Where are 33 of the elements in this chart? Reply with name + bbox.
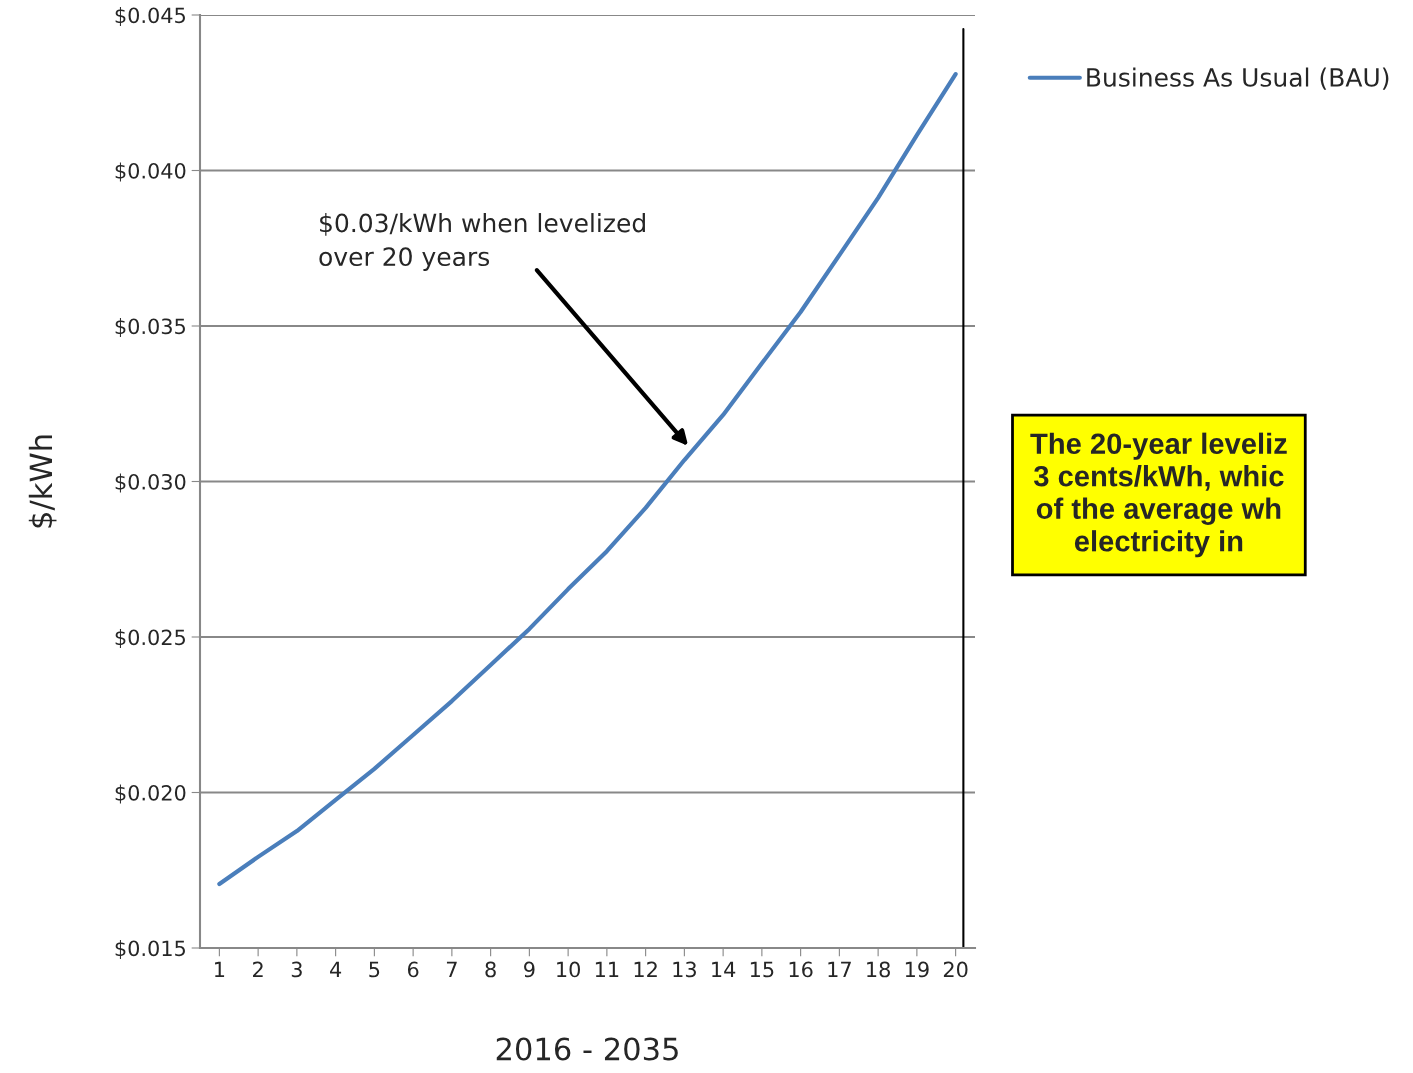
text: The 20-year leveliz 3 cents/kWh, whic of the average wh electricity in [1030, 432, 1287, 558]
y-tick-label: $0.035 [115, 318, 185, 337]
x-tick-label: 1 [215, 961, 225, 978]
x-tick-label: 2 [253, 961, 263, 978]
x-tick-label: 19 [905, 961, 929, 978]
x-tick-label: 12 [634, 961, 657, 978]
y-tick-label: $0.040 [115, 162, 186, 182]
x-tick-label: 6 [407, 961, 419, 978]
y-axis-title: $/kWh [28, 435, 57, 528]
x-tick-label: 7 [446, 961, 457, 978]
y-tick-label: $0.025 [115, 629, 185, 648]
x-tick-label: 16 [789, 961, 813, 978]
annotation: $0.03/kWh when levelized over 20 years [319, 213, 645, 271]
x-tick-label: 9 [524, 961, 535, 978]
x-tick-label: 8 [485, 961, 496, 978]
y-tick-label: $0.015 [115, 940, 185, 959]
x-tick-label: 20 [943, 961, 968, 978]
x-tick-label: 13 [673, 961, 696, 978]
x-tick-label: 14 [712, 961, 736, 978]
y-tick-label: $0.020 [115, 784, 186, 804]
x-axis-title: 2016 - 2035 [496, 1037, 678, 1061]
x-tick-label: 4 [330, 961, 342, 978]
legend-label: Business As Usual (BAU) [1087, 67, 1389, 90]
y-tick-label: $0.045 [115, 7, 185, 26]
x-tick-label: 11 [595, 961, 619, 978]
x-tick-label: 5 [369, 961, 380, 978]
y-tick-label: $0.030 [115, 473, 186, 493]
x-tick-label: 15 [750, 961, 774, 978]
x-tick-label: 3 [291, 961, 302, 978]
x-tick-label: 10 [557, 961, 580, 978]
x-tick-label: 18 [867, 961, 890, 978]
line-series [217, 72, 958, 887]
x-tick-label: 17 [828, 961, 851, 978]
